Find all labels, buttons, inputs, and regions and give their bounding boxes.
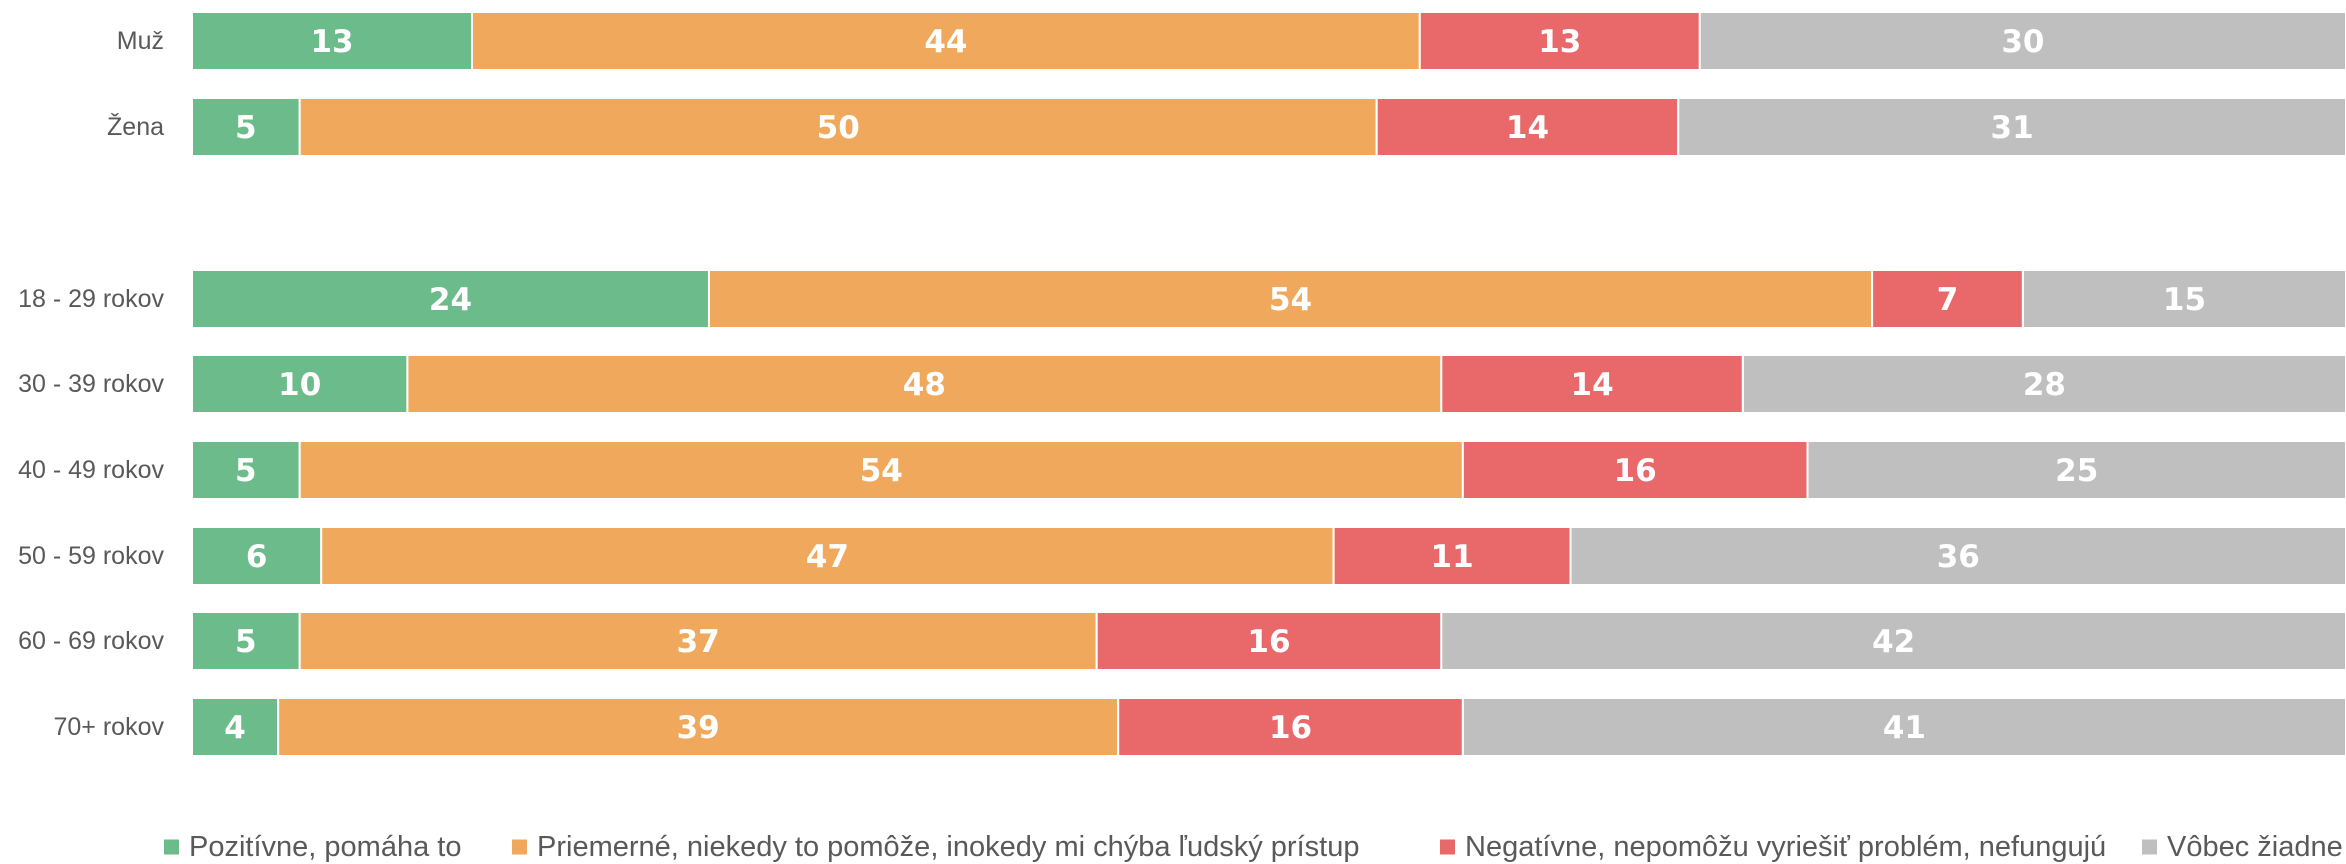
bar-segment — [2021, 269, 2346, 329]
bar-segment — [298, 97, 1378, 157]
bar-segment — [471, 11, 1421, 71]
bar-segment — [1698, 11, 2346, 71]
category-label: 50 - 59 rokov — [18, 542, 164, 570]
data-label: 54 — [860, 453, 903, 489]
bar-row: 70+ rokov 4 39 16 41 — [54, 697, 2346, 757]
bar-segment — [1418, 11, 1701, 71]
bar-segment — [191, 526, 323, 586]
data-label: 31 — [1991, 110, 2034, 146]
category-label: 18 - 29 rokov — [18, 285, 164, 313]
bar-segment — [191, 269, 710, 329]
bar-row: 18 - 29 rokov 24 54 7 15 — [18, 269, 2346, 329]
bar-row: Muž 13 44 13 30 — [117, 11, 2346, 71]
bar-segment — [1440, 611, 2346, 671]
data-label: 5 — [235, 453, 257, 489]
data-label: 13 — [1538, 24, 1581, 60]
bar-segment — [1375, 97, 1680, 157]
data-label: 10 — [278, 367, 321, 403]
bar-segment — [406, 354, 1443, 414]
category-label: Muž — [117, 27, 164, 55]
bar-row: Žena 5 50 14 31 — [107, 97, 2346, 157]
data-label: 25 — [2055, 453, 2098, 489]
data-label: 47 — [806, 539, 849, 575]
bar-segment — [1806, 440, 2346, 500]
data-label: 16 — [1247, 624, 1290, 660]
data-label: 16 — [1614, 453, 1657, 489]
bar-segment — [1741, 354, 2346, 414]
legend-swatch — [512, 839, 527, 855]
category-label: 40 - 49 rokov — [18, 456, 164, 484]
bar-segment — [191, 697, 280, 757]
data-label: 14 — [1506, 110, 1549, 146]
legend-label: Pozitívne, pomáha to — [189, 831, 461, 863]
category-label: 30 - 39 rokov — [18, 370, 164, 398]
bar-row: 50 - 59 rokov 6 47 11 36 — [18, 526, 2346, 586]
bar-segment — [320, 526, 1335, 586]
bar-segment — [191, 354, 409, 414]
data-label: 5 — [235, 110, 257, 146]
legend-label: Priemerné, niekedy to pomôže, inokedy mi… — [537, 831, 1359, 863]
data-label: 41 — [1883, 710, 1926, 746]
data-label: 54 — [1269, 282, 1312, 318]
legend-item: Priemerné, niekedy to pomôže, inokedy mi… — [512, 831, 1359, 863]
bar-segment — [1461, 440, 1809, 500]
data-label: 7 — [1937, 282, 1959, 318]
legend-item: Pozitívne, pomáha to — [164, 831, 461, 863]
category-label: 70+ rokov — [54, 713, 165, 741]
bar-segment — [191, 97, 301, 157]
category-label: Žena — [107, 112, 164, 141]
legend-item: Vôbec žiadne — [2142, 831, 2343, 863]
data-label: 6 — [246, 539, 268, 575]
data-label: 36 — [1937, 539, 1980, 575]
bar-segment — [1095, 611, 1443, 671]
data-label: 15 — [2163, 282, 2206, 318]
bar-segment — [1332, 526, 1572, 586]
data-label: 4 — [224, 710, 246, 746]
bar-segment — [1677, 97, 2346, 157]
bar-segment — [1569, 526, 2346, 586]
bar-segment — [707, 269, 1874, 329]
category-label: 60 - 69 rokov — [18, 627, 164, 655]
data-label: 37 — [677, 624, 720, 660]
bar-segment — [191, 11, 474, 71]
bar-row: 60 - 69 rokov 5 37 16 42 — [18, 611, 2346, 671]
legend-item: Negatívne, nepomôžu vyriešiť problém, ne… — [1440, 831, 2106, 863]
data-label: 50 — [817, 110, 860, 146]
data-label: 44 — [924, 24, 967, 60]
data-label: 24 — [429, 282, 472, 318]
data-label: 5 — [235, 624, 257, 660]
data-label: 11 — [1431, 539, 1474, 575]
legend-label: Vôbec žiadne — [2167, 831, 2343, 863]
legend: Pozitívne, pomáha to Priemerné, niekedy t… — [164, 831, 2343, 863]
bar-segment — [298, 611, 1098, 671]
data-label: 30 — [2001, 24, 2044, 60]
data-label: 48 — [903, 367, 946, 403]
bar-segment — [298, 440, 1464, 500]
bar-row: 40 - 49 rokov 5 54 16 25 — [18, 440, 2346, 500]
bar-segment — [191, 611, 301, 671]
legend-label: Negatívne, nepomôžu vyriešiť problém, ne… — [1465, 831, 2106, 863]
data-label: 14 — [1571, 367, 1614, 403]
legend-swatch — [2142, 839, 2157, 855]
legend-swatch — [1440, 839, 1455, 855]
data-label: 28 — [2023, 367, 2066, 403]
data-label: 13 — [310, 24, 353, 60]
legend-swatch — [164, 839, 179, 855]
bar-segment — [277, 697, 1120, 757]
data-label: 16 — [1269, 710, 1312, 746]
bar-segment — [191, 440, 301, 500]
bar-row: 30 - 39 rokov 10 48 14 28 — [18, 354, 2346, 414]
bar-segment — [1871, 269, 2024, 329]
data-label: 42 — [1872, 624, 1915, 660]
bar-segment — [1461, 697, 2346, 757]
data-label: 39 — [677, 710, 720, 746]
